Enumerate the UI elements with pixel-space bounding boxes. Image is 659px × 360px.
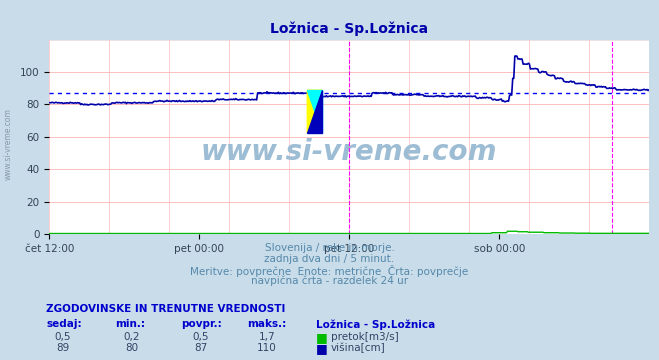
Polygon shape [307, 90, 322, 133]
Text: maks.:: maks.: [247, 319, 287, 329]
Text: sedaj:: sedaj: [46, 319, 82, 329]
Text: 1,7: 1,7 [258, 332, 275, 342]
Text: min.:: min.: [115, 319, 146, 329]
Text: zadnja dva dni / 5 minut.: zadnja dva dni / 5 minut. [264, 254, 395, 264]
Text: 87: 87 [194, 343, 208, 353]
Text: navpična črta - razdelek 24 ur: navpična črta - razdelek 24 ur [251, 275, 408, 286]
Text: www.si-vreme.com: www.si-vreme.com [201, 138, 498, 166]
Text: 0,5: 0,5 [54, 332, 71, 342]
Text: Slovenija / reke in morje.: Slovenija / reke in morje. [264, 243, 395, 253]
Title: Ložnica - Sp.Ložnica: Ložnica - Sp.Ložnica [270, 21, 428, 36]
Text: višina[cm]: višina[cm] [331, 343, 386, 354]
Text: povpr.:: povpr.: [181, 319, 222, 329]
Polygon shape [307, 90, 322, 133]
Text: www.si-vreme.com: www.si-vreme.com [3, 108, 13, 180]
Text: ■: ■ [316, 342, 328, 355]
Text: Ložnica - Sp.Ložnica: Ložnica - Sp.Ložnica [316, 319, 436, 330]
Polygon shape [307, 90, 322, 133]
Text: 0,5: 0,5 [192, 332, 210, 342]
Text: 110: 110 [257, 343, 277, 353]
Text: ■: ■ [316, 331, 328, 344]
Text: 0,2: 0,2 [123, 332, 140, 342]
Text: Meritve: povprečne  Enote: metrične  Črta: povprečje: Meritve: povprečne Enote: metrične Črta:… [190, 265, 469, 276]
Text: 80: 80 [125, 343, 138, 353]
Text: ZGODOVINSKE IN TRENUTNE VREDNOSTI: ZGODOVINSKE IN TRENUTNE VREDNOSTI [46, 304, 285, 314]
Text: pretok[m3/s]: pretok[m3/s] [331, 332, 399, 342]
Text: 89: 89 [56, 343, 69, 353]
